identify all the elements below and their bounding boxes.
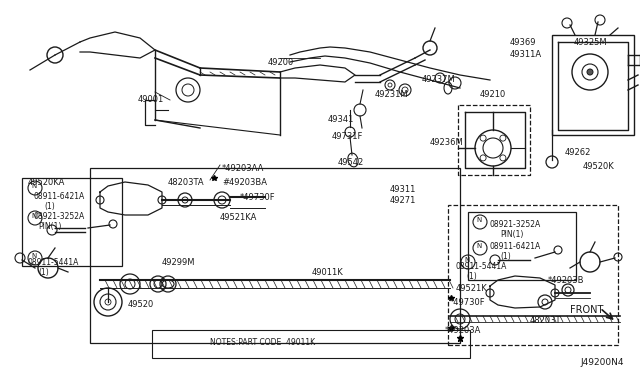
Text: J49200N4: J49200N4 [580, 358, 623, 367]
Bar [448, 205, 618, 345]
Text: 49001: 49001 [138, 95, 164, 104]
Text: 49542: 49542 [338, 158, 364, 167]
Text: 49520K: 49520K [583, 162, 615, 171]
Text: *49730F: *49730F [450, 298, 486, 307]
Text: N: N [464, 257, 469, 263]
Text: 48203TA: 48203TA [168, 178, 205, 187]
Text: 49311: 49311 [390, 185, 417, 194]
Text: 49520KA: 49520KA [28, 178, 65, 187]
Text: 49341: 49341 [328, 115, 355, 124]
Text: 49311A: 49311A [510, 50, 542, 59]
Text: *49203A: *49203A [445, 326, 481, 335]
Text: N: N [31, 253, 36, 259]
Text: 49521KA: 49521KA [220, 213, 257, 222]
Text: #49203BA: #49203BA [222, 178, 267, 187]
Text: PIN(1): PIN(1) [38, 222, 61, 231]
Text: N: N [31, 183, 36, 189]
Text: 49271: 49271 [390, 196, 417, 205]
Bar [152, 330, 470, 358]
Text: *49730F: *49730F [240, 193, 276, 202]
Bar [552, 35, 634, 135]
Text: 49237M: 49237M [422, 75, 456, 84]
Text: (1): (1) [38, 268, 49, 277]
Text: 08911-5441A: 08911-5441A [456, 262, 508, 271]
Text: 49520: 49520 [128, 300, 154, 309]
Bar [90, 168, 460, 343]
Text: PIN(1): PIN(1) [500, 230, 524, 239]
Text: 49299M: 49299M [162, 258, 195, 267]
Text: 08911-6421A: 08911-6421A [490, 242, 541, 251]
Text: NOTES:PART CODE  49011K: NOTES:PART CODE 49011K [210, 338, 315, 347]
Bar [468, 212, 576, 280]
Text: (1): (1) [500, 252, 511, 261]
Circle shape [587, 69, 593, 75]
Text: 49262: 49262 [565, 148, 591, 157]
Text: (1): (1) [466, 272, 477, 281]
Text: 49236M: 49236M [430, 138, 464, 147]
Text: N: N [476, 217, 481, 223]
Text: *49203B: *49203B [548, 276, 584, 285]
Bar [22, 178, 122, 266]
Text: 49011K: 49011K [312, 268, 344, 277]
Text: (1): (1) [44, 202, 55, 211]
Text: N: N [476, 243, 481, 249]
Text: 08911-5441A: 08911-5441A [28, 258, 79, 267]
Text: 49369: 49369 [510, 38, 536, 47]
Text: 49731F: 49731F [332, 132, 364, 141]
Text: 08921-3252A: 08921-3252A [34, 212, 85, 221]
Text: 08911-6421A: 08911-6421A [34, 192, 85, 201]
Text: 49231M: 49231M [375, 90, 408, 99]
Text: 49521K: 49521K [456, 284, 488, 293]
Text: 49210: 49210 [480, 90, 506, 99]
Text: 08921-3252A: 08921-3252A [490, 220, 541, 229]
Text: FRONT: FRONT [570, 305, 604, 315]
Text: *49203AA: *49203AA [222, 164, 264, 173]
Text: 49325M: 49325M [574, 38, 607, 47]
Text: 49200: 49200 [268, 58, 294, 67]
Text: 48203T: 48203T [530, 316, 561, 325]
Text: N: N [31, 213, 36, 219]
